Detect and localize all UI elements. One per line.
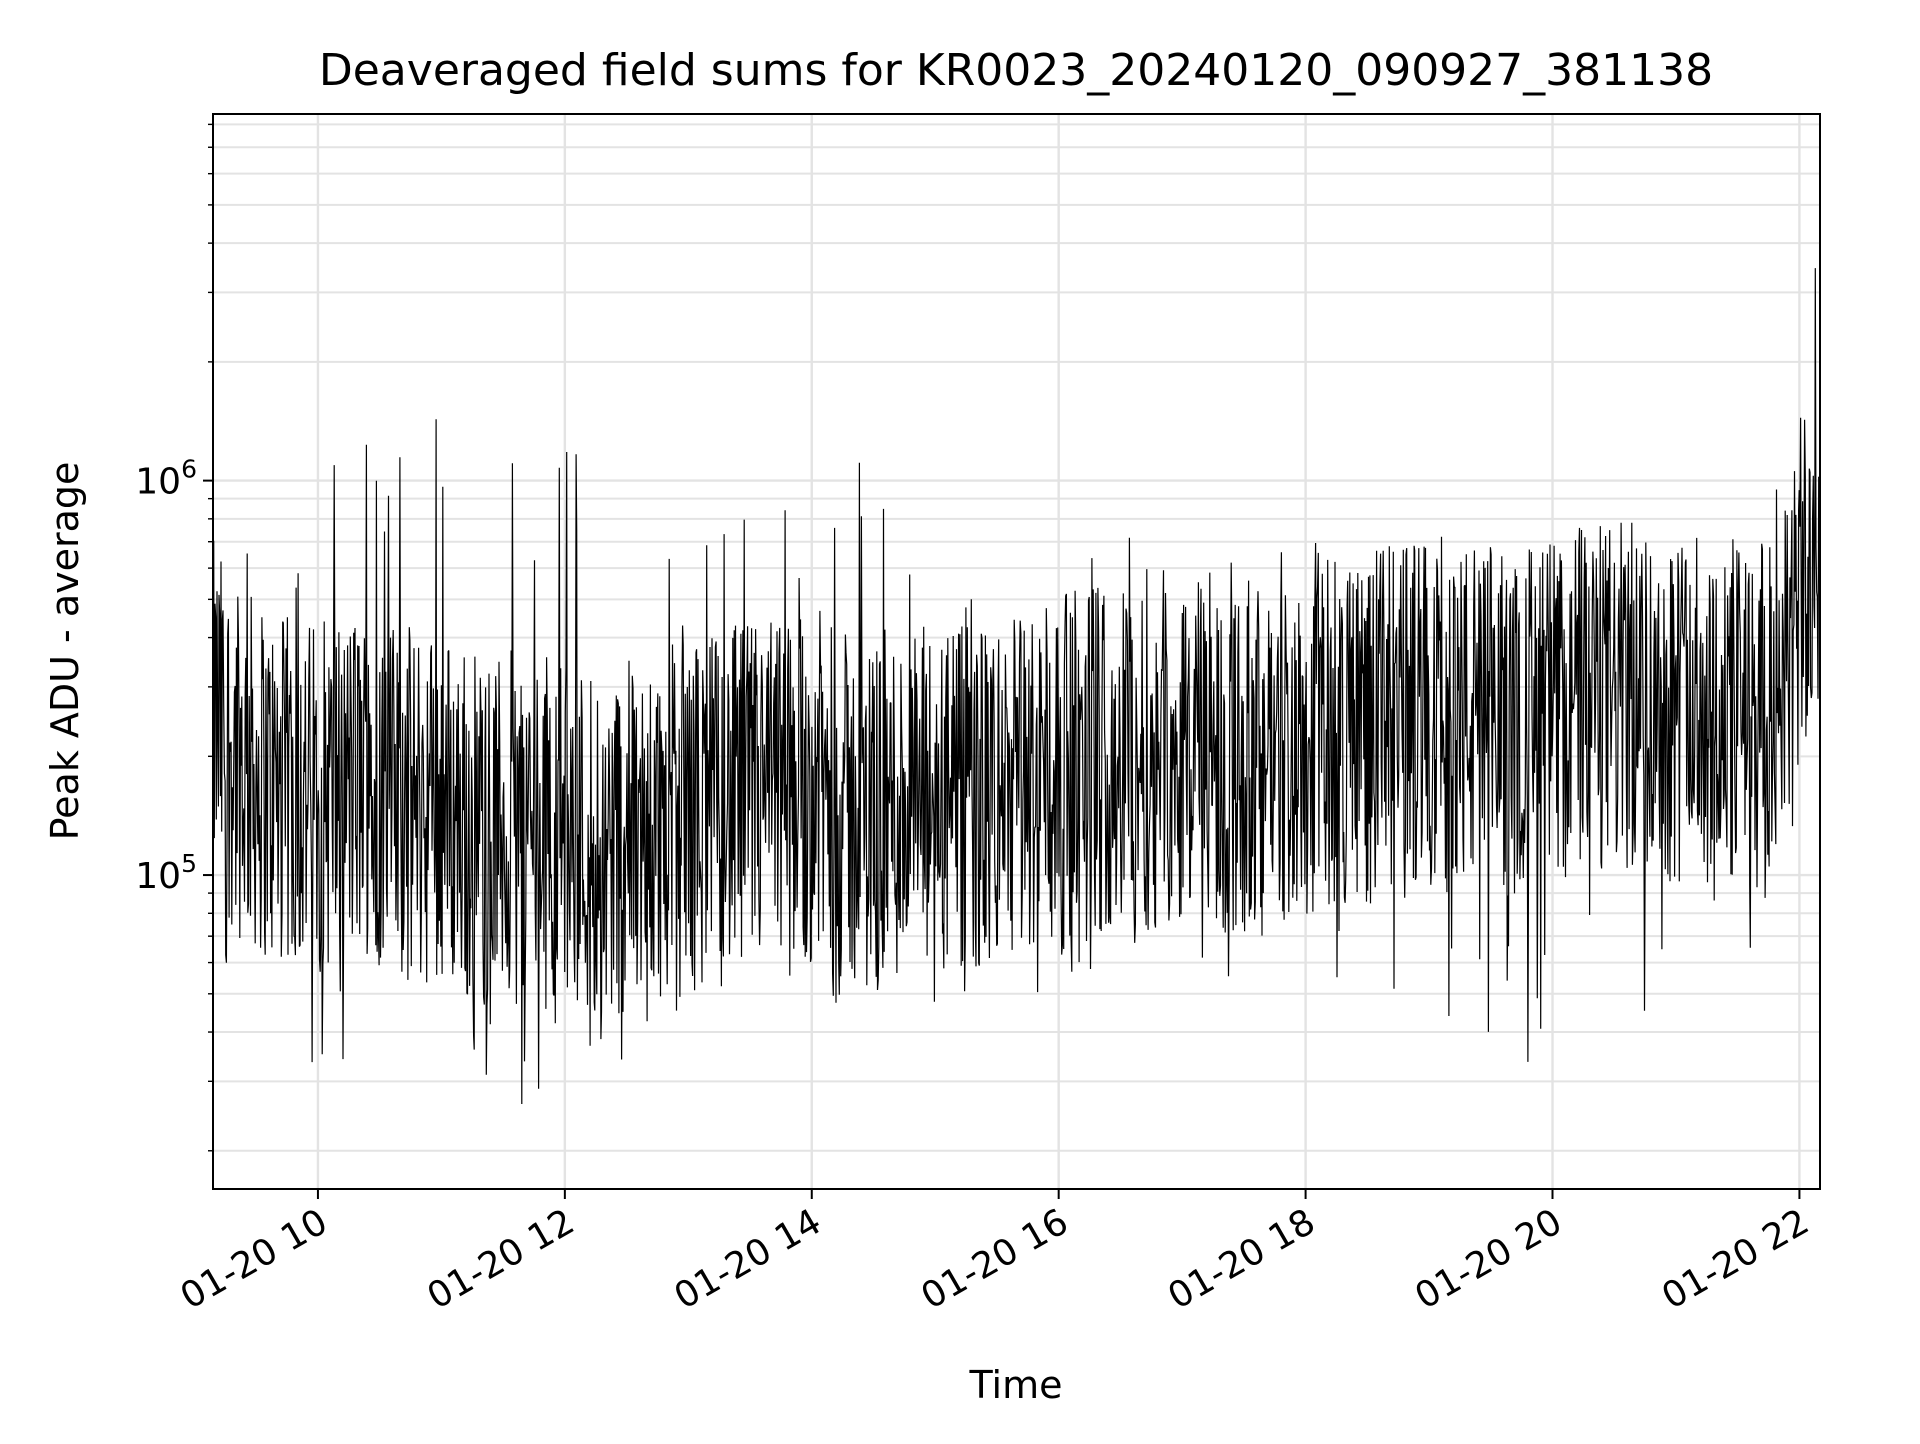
x-axis-label: Time <box>969 1363 1063 1407</box>
y-axis-label: Peak ADU - average <box>43 462 87 841</box>
data-series <box>212 268 1821 1105</box>
y-tick-label-exponent: 6 <box>181 455 197 484</box>
y-tick-label-exponent: 5 <box>181 849 197 878</box>
chart-title: Deaveraged field sums for KR0023_2024012… <box>319 45 1713 96</box>
y-tick-label: 106 <box>135 455 197 503</box>
plot-frame <box>212 113 1821 1190</box>
series-line <box>212 268 1821 1105</box>
y-tick-label: 105 <box>135 849 197 897</box>
y-tick-label-base: 10 <box>135 856 181 897</box>
y-tick-label-base: 10 <box>135 462 181 503</box>
